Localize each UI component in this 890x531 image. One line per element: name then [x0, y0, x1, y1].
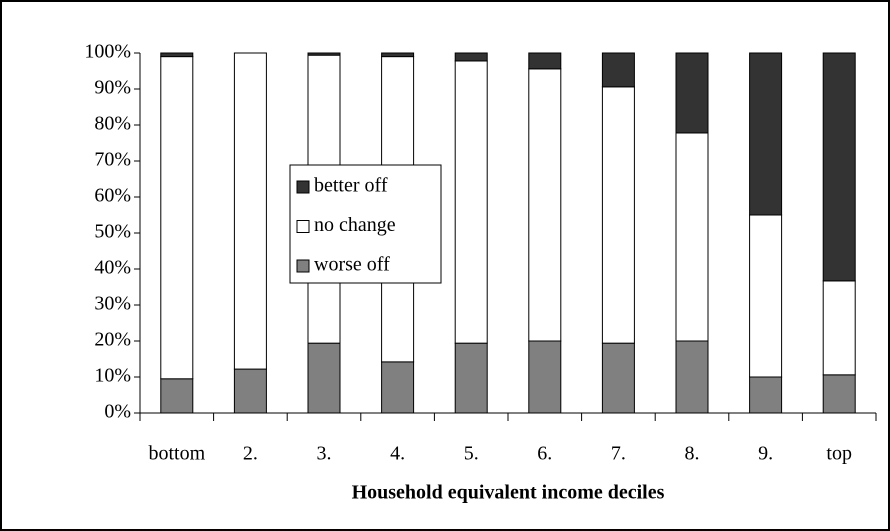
x-tick-label: 2.: [243, 443, 258, 465]
bar-segment: [381, 52, 415, 58]
x-tick-label: 4.: [390, 443, 405, 465]
legend-label: worse off: [314, 254, 390, 276]
bar-segment: [601, 342, 635, 414]
x-tick-label: 9.: [758, 443, 773, 465]
bar-segment: [528, 340, 562, 414]
x-tick-label: 8.: [685, 443, 700, 465]
bar-segment: [233, 52, 267, 370]
bar-segment: [381, 361, 415, 414]
legend-label: better off: [314, 175, 388, 197]
bar-segment: [822, 374, 856, 414]
bar-segment: [749, 52, 783, 216]
y-tick-label: 50%: [94, 221, 131, 243]
bar-segment: [454, 60, 488, 344]
y-tick-label: 30%: [94, 293, 131, 315]
bar-segment: [675, 340, 709, 414]
x-axis-title: Household equivalent income deciles: [352, 482, 665, 504]
y-tick-label: 60%: [94, 185, 131, 207]
y-tick-label: 10%: [94, 365, 131, 387]
legend-label: no change: [314, 214, 396, 236]
legend-swatch: [296, 220, 310, 233]
legend-swatch: [296, 180, 310, 194]
y-tick-label: 20%: [94, 329, 131, 351]
bar-segment: [822, 52, 856, 282]
x-tick-label: 5.: [464, 443, 479, 465]
bar-segment: [601, 52, 635, 88]
y-tick-label: 0%: [104, 401, 131, 423]
bar-segment: [233, 368, 267, 414]
x-tick-label: 6.: [537, 443, 552, 465]
bar-segment: [749, 376, 783, 414]
bar-segment: [160, 56, 194, 380]
bar-segment: [675, 132, 709, 342]
bar-segment: [749, 214, 783, 378]
x-tick-label: top: [826, 443, 852, 465]
legend-swatch: [296, 259, 310, 273]
bar-segment: [528, 68, 562, 342]
bar-segment: [454, 52, 488, 62]
legend-box: [289, 164, 442, 284]
y-tick-label: 70%: [94, 149, 131, 171]
bar-segment: [454, 342, 488, 414]
x-tick-label: 3.: [317, 443, 332, 465]
x-tick-label: 7.: [611, 443, 626, 465]
y-tick-label: 80%: [94, 113, 131, 135]
bar-segment: [601, 86, 635, 344]
y-tick-label: 40%: [94, 257, 131, 279]
bar-segment: [160, 52, 194, 58]
bar-segment: [160, 378, 194, 414]
y-tick-label: 100%: [84, 41, 131, 63]
bar-segment: [528, 52, 562, 70]
bar-segment: [307, 52, 341, 56]
x-tick-label: bottom: [148, 443, 205, 465]
bar-segment: [822, 280, 856, 376]
bar-segment: [307, 342, 341, 414]
bar-segment: [675, 52, 709, 134]
y-tick-label: 90%: [94, 77, 131, 99]
